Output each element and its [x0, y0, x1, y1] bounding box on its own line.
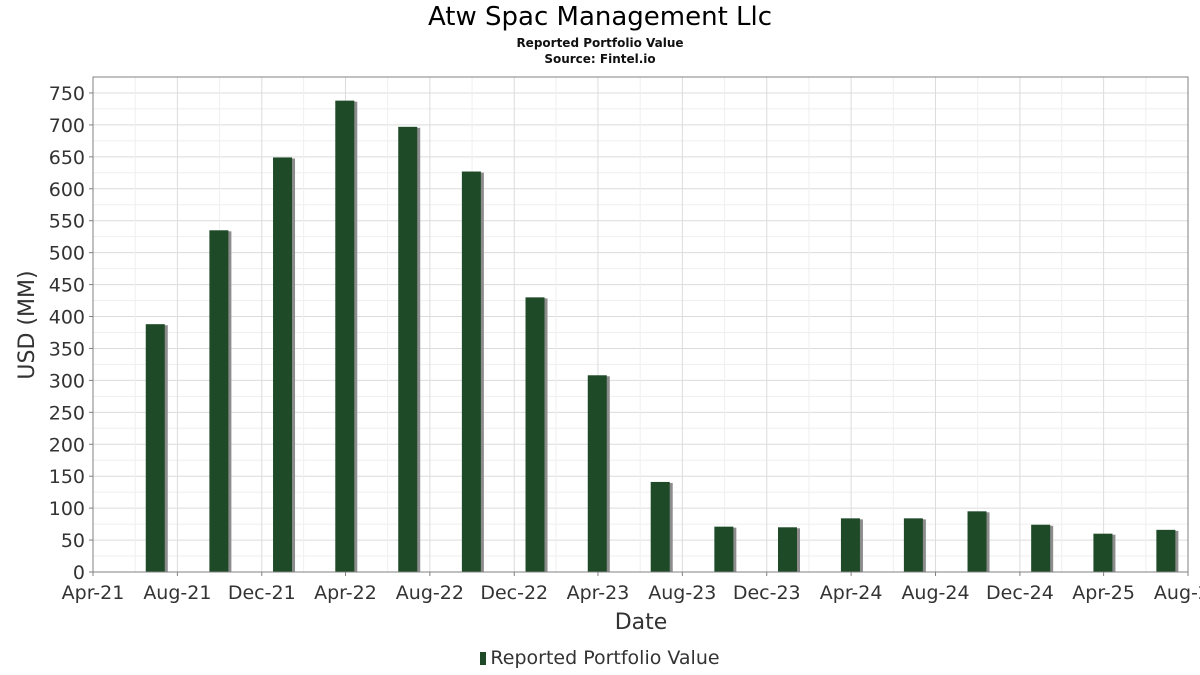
y-tick-label: 250: [49, 402, 85, 424]
bar: [209, 230, 229, 572]
bar: [1031, 524, 1051, 572]
y-tick-label: 500: [49, 243, 85, 265]
bar: [461, 171, 481, 572]
y-tick-label: 750: [49, 83, 85, 105]
axes: 0 50 100 150 200 250 300 350 400 450 500 550 600 650 7…: [49, 76, 1200, 604]
y-tick-label: 450: [49, 275, 85, 297]
legend-label: Reported Portfolio Value: [490, 647, 720, 669]
y-tick-label: 50: [61, 530, 85, 552]
bar: [398, 126, 418, 573]
y-tick-label: 650: [49, 147, 85, 169]
x-tick-label: Dec-22: [480, 582, 548, 604]
x-tick-label: Apr-24: [820, 582, 883, 604]
y-tick-label: 400: [49, 307, 85, 329]
bar: [1156, 529, 1176, 572]
x-tick-label: Apr-21: [62, 582, 125, 604]
x-tick-label: Apr-23: [567, 582, 630, 604]
bars: [145, 100, 1179, 573]
bar-swatch-icon: [480, 652, 487, 665]
x-tick-label: Aug-24: [901, 582, 969, 604]
bar: [587, 375, 607, 572]
y-tick-label: 200: [49, 434, 85, 456]
y-tick-label: 350: [49, 338, 85, 360]
x-tick-label: Aug-21: [143, 582, 211, 604]
x-tick-label: Aug-23: [648, 582, 716, 604]
x-tick-label: Dec-24: [986, 582, 1054, 604]
y-axis-title: USD (MM): [15, 270, 40, 379]
bar: [777, 527, 797, 572]
y-tick-label: 150: [49, 466, 85, 488]
chart-subtitle: Reported Portfolio Value: [516, 36, 684, 50]
bar: [145, 324, 165, 572]
x-tick-label: Aug-22: [396, 582, 464, 604]
bar: [967, 511, 987, 572]
y-tick-label: 300: [49, 370, 85, 392]
x-tick-label: Aug-25: [1154, 582, 1200, 604]
bar: [1093, 533, 1113, 572]
y-tick-label: 600: [49, 179, 85, 201]
y-tick-label: 700: [49, 115, 85, 137]
bar: [840, 518, 860, 572]
bar: [335, 100, 355, 572]
plot-frame: [92, 76, 1189, 573]
y-tick-label: 550: [49, 211, 85, 233]
bar: [273, 157, 293, 572]
bar: [525, 297, 545, 572]
grid: [92, 77, 1189, 573]
x-tick-label: Dec-23: [733, 582, 801, 604]
bar: [714, 526, 734, 572]
x-tick-label: Dec-21: [228, 582, 296, 604]
bar: [903, 518, 923, 572]
chart-title: Atw Spac Management Llc: [427, 2, 773, 32]
x-tick-label: Apr-25: [1072, 582, 1135, 604]
x-tick-label: Apr-22: [314, 582, 377, 604]
y-tick-label: 0: [73, 562, 85, 584]
chart-source: Source: Fintel.io: [544, 52, 656, 66]
bar: [650, 481, 670, 572]
y-tick-label: 100: [49, 498, 85, 520]
legend: Reported Portfolio Value: [0, 647, 1200, 669]
x-axis-title: Date: [615, 610, 668, 635]
